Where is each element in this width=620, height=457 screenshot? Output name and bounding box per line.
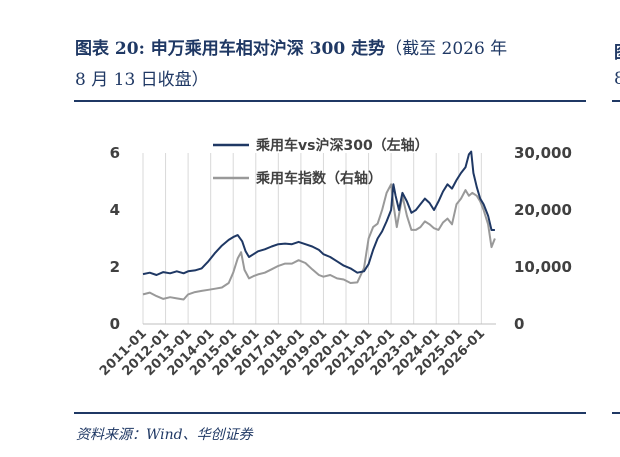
title-subtitle-2: 8 月 13 日收盘） <box>75 70 209 90</box>
legend-label: 乘用车vs沪深300（左轴） <box>255 137 429 154</box>
left-axis-tick-label: 4 <box>110 201 120 219</box>
left-axis-tick-label: 6 <box>110 144 120 162</box>
neighbor-title-fragment: 图 <box>614 38 620 63</box>
right-axis-tick-label: 20,000 <box>514 201 572 219</box>
neighbor-subtitle-fragment: 8 <box>614 69 620 89</box>
right-axis-tick-label: 10,000 <box>514 258 572 276</box>
series-line-relative <box>142 150 495 276</box>
left-axis-tick-label: 0 <box>110 315 120 333</box>
top-divider <box>74 100 586 102</box>
right-axis-tick-label: 30,000 <box>514 144 572 162</box>
neighbor-top-divider <box>612 100 620 102</box>
bottom-divider <box>74 412 586 414</box>
left-axis-tick-label: 2 <box>110 258 120 276</box>
chart-grid <box>142 153 482 324</box>
legend-label: 乘用车指数（右轴） <box>255 170 382 187</box>
title-subtitle-1: （截至 2026 年 <box>385 39 508 59</box>
series-line-index <box>142 183 496 301</box>
chart-title: 图表 20: 申万乘用车相对沪深 300 走势（截至 2026 年 8 月 13… <box>75 34 595 96</box>
source-note: 资料来源：Wind、华创证券 <box>76 427 253 443</box>
chart-series-layer <box>142 150 496 301</box>
title-main: 图表 20: 申万乘用车相对沪深 300 走势 <box>75 39 386 59</box>
neighbor-bottom-divider <box>612 412 620 414</box>
right-axis-tick-label: 0 <box>514 315 524 333</box>
chart-legend: 乘用车vs沪深300（左轴） 乘用车指数（右轴） <box>213 137 429 187</box>
